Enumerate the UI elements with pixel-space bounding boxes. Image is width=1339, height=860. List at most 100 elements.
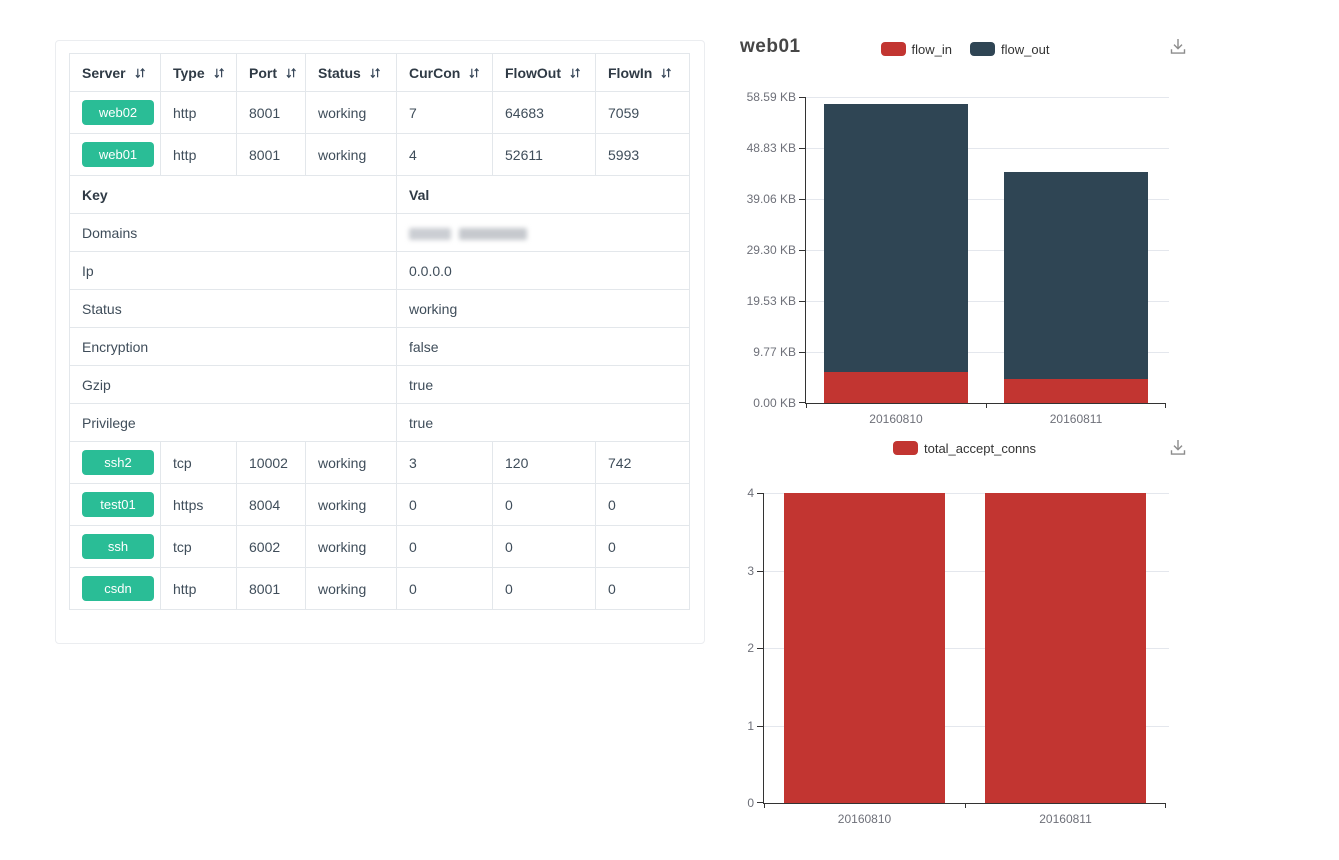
type-cell: http: [160, 91, 237, 134]
download-chart-image-button[interactable]: [1166, 437, 1190, 461]
flowin-cell: 5993: [595, 133, 690, 176]
legend-item-flow_in[interactable]: flow_in: [880, 42, 952, 57]
column-header-flowin[interactable]: FlowIn: [595, 53, 690, 92]
flowin-cell: 742: [595, 441, 690, 484]
flow-chart-plot: 0.00 KB 9.77 KB 19.53 KB 29.30 KB 39.06 KB 48…: [747, 90, 1169, 426]
server-button-ssh[interactable]: ssh: [82, 534, 154, 559]
port-cell: 8001: [236, 133, 306, 176]
y-axis-tick: [799, 301, 805, 302]
column-header-label: Status: [318, 64, 361, 81]
table-row: ssh tcp 6002 working 0 0 0: [69, 525, 690, 568]
type-cell: http: [160, 133, 237, 176]
download-chart-image-button[interactable]: [1166, 36, 1190, 60]
sort-icon: [286, 67, 296, 78]
sort-icon: [570, 67, 580, 78]
status-cell: working: [305, 91, 397, 134]
y-axis-tick-label: 0: [747, 796, 754, 810]
port-cell: 8001: [236, 91, 306, 134]
server-cell: web01: [69, 133, 161, 176]
table-body: web02 http 8001 working 7 64683 7059 web01 http 8…: [69, 91, 690, 610]
flowin-cell: 0: [595, 567, 690, 610]
table-header-row: Server Type Port Status CurCon FlowOut FlowIn: [69, 53, 690, 92]
flowout-cell: 120: [492, 441, 596, 484]
legend-item-total_accept_conns[interactable]: total_accept_conns: [892, 441, 1036, 456]
status-cell: working: [305, 567, 397, 610]
key-val-row: Gzip true: [69, 365, 690, 404]
column-header-label: CurCon: [409, 64, 461, 81]
bar-flow_in-20160810[interactable]: [824, 372, 968, 403]
domains-value-redacted: [409, 225, 535, 241]
bar-flow_out-20160811[interactable]: [1004, 171, 1148, 379]
sort-icon: [214, 67, 224, 78]
server-button-web01[interactable]: web01: [82, 142, 154, 167]
column-header-type[interactable]: Type: [160, 53, 237, 92]
bar-total_accept_conns-20160811[interactable]: [985, 493, 1146, 803]
y-axis-tick: [799, 352, 805, 353]
key-cell: Ip: [69, 251, 397, 290]
server-cell: test01: [69, 483, 161, 526]
bar-total_accept_conns-20160810[interactable]: [784, 493, 945, 803]
port-cell: 10002: [236, 441, 306, 484]
y-axis-tick-label: 3: [747, 564, 754, 578]
key-cell: Privilege: [69, 403, 397, 442]
status-cell: working: [305, 525, 397, 568]
gridline: [806, 250, 1169, 251]
flowout-cell: 52611: [492, 133, 596, 176]
server-button-csdn[interactable]: csdn: [82, 576, 154, 601]
y-axis-tick-label: 9.77 KB: [753, 345, 796, 359]
status-cell: working: [305, 441, 397, 484]
key-column-header: Key: [69, 175, 397, 214]
key-cell: Status: [69, 289, 397, 328]
legend-marker: [880, 42, 906, 56]
server-button-test01[interactable]: test01: [82, 492, 154, 517]
x-axis-tick-label: 20160811: [1039, 812, 1092, 826]
x-axis-tick-label: 20160811: [1049, 412, 1103, 426]
gridline: [806, 148, 1169, 149]
gridline: [806, 97, 1169, 98]
column-header-status[interactable]: Status: [305, 53, 397, 92]
column-header-label: FlowIn: [608, 64, 653, 81]
bar-flow_out-20160810[interactable]: [824, 104, 968, 373]
val-cell: 0.0.0.0: [396, 251, 690, 290]
sort-icon: [661, 67, 672, 78]
val-cell: true: [396, 365, 690, 404]
column-header-label: Type: [173, 64, 205, 81]
flowin-cell: 0: [595, 525, 690, 568]
gridline: [764, 571, 1169, 572]
redacted-blob: [409, 227, 451, 240]
y-axis-tick-label: 29.30 KB: [746, 243, 796, 257]
status-cell: working: [305, 483, 397, 526]
val-cell: [396, 213, 690, 252]
status-cell: working: [305, 133, 397, 176]
server-cell: ssh: [69, 525, 161, 568]
conns-chart-legend: total_accept_conns: [763, 439, 1166, 457]
table-head: Server Type Port Status CurCon FlowOut FlowIn: [69, 53, 690, 92]
column-header-flowout[interactable]: FlowOut: [492, 53, 596, 92]
server-button-web02[interactable]: web02: [82, 100, 154, 125]
sort-icon: [469, 67, 480, 78]
chart-panel-title: web01: [740, 36, 801, 57]
port-cell: 8001: [236, 567, 306, 610]
server-table: Server Type Port Status CurCon FlowOut FlowIn …: [69, 53, 690, 610]
server-button-ssh2[interactable]: ssh2: [82, 450, 154, 475]
y-axis-tick: [799, 97, 805, 98]
column-header-curcon[interactable]: CurCon: [396, 53, 493, 92]
port-cell: 8004: [236, 483, 306, 526]
column-header-port[interactable]: Port: [236, 53, 306, 92]
curcon-cell: 0: [396, 525, 493, 568]
flowout-cell: 0: [492, 567, 596, 610]
gridline: [806, 199, 1169, 200]
key-cell: Encryption: [69, 327, 397, 366]
gridline: [806, 352, 1169, 353]
y-axis-tick: [757, 726, 763, 727]
bar-flow_in-20160811[interactable]: [1004, 378, 1148, 403]
type-cell: http: [160, 567, 237, 610]
sort-icon: [135, 67, 145, 78]
key-cell: Domains: [69, 213, 397, 252]
download-icon: [1170, 440, 1186, 455]
curcon-cell: 7: [396, 91, 493, 134]
legend-item-flow_out[interactable]: flow_out: [970, 42, 1049, 57]
y-axis-tick: [757, 493, 763, 494]
column-header-server[interactable]: Server: [69, 53, 161, 92]
x-axis-tick: [764, 803, 765, 808]
